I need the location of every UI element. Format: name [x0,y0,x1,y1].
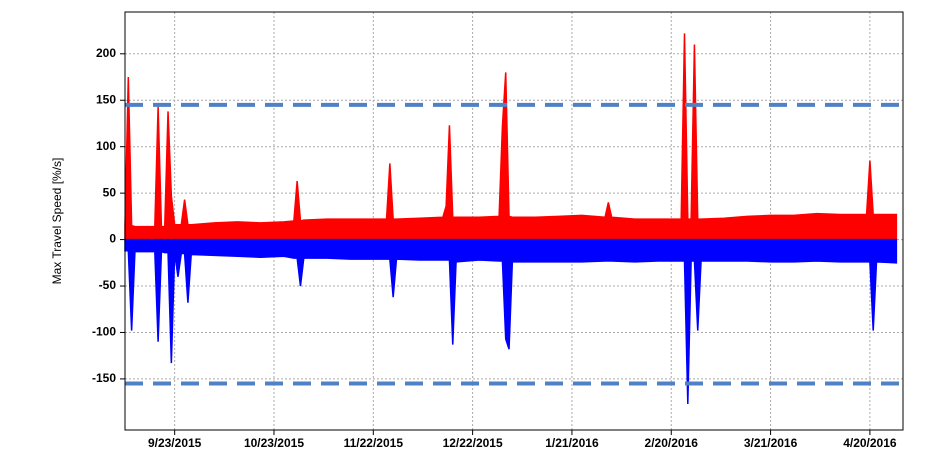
series-area [124,238,898,405]
y-tick-label: -50 [99,278,117,292]
y-tick-label: 200 [96,46,116,60]
y-tick-label: 50 [103,185,117,199]
x-tick-label: 11/22/2015 [344,436,404,450]
x-tick-label: 1/21/2016 [545,436,599,450]
x-tick-label: 12/22/2015 [443,436,503,450]
y-tick-label: 150 [96,92,116,106]
series-area [124,33,898,241]
x-tick-label: 9/23/2015 [148,436,202,450]
x-tick-label: 4/20/2016 [843,436,897,450]
y-tick-label: -100 [92,325,116,339]
y-tick-label: 100 [96,139,116,153]
y-axis-label: Max Travel Speed [%/s] [50,158,64,285]
plot-frame [124,11,904,431]
y-tick-label: -150 [92,371,116,385]
x-tick-label: 3/21/2016 [744,436,798,450]
x-tick-label: 2/20/2016 [645,436,699,450]
y-tick-label: 0 [109,232,116,246]
x-tick-label: 10/23/2015 [244,436,304,450]
